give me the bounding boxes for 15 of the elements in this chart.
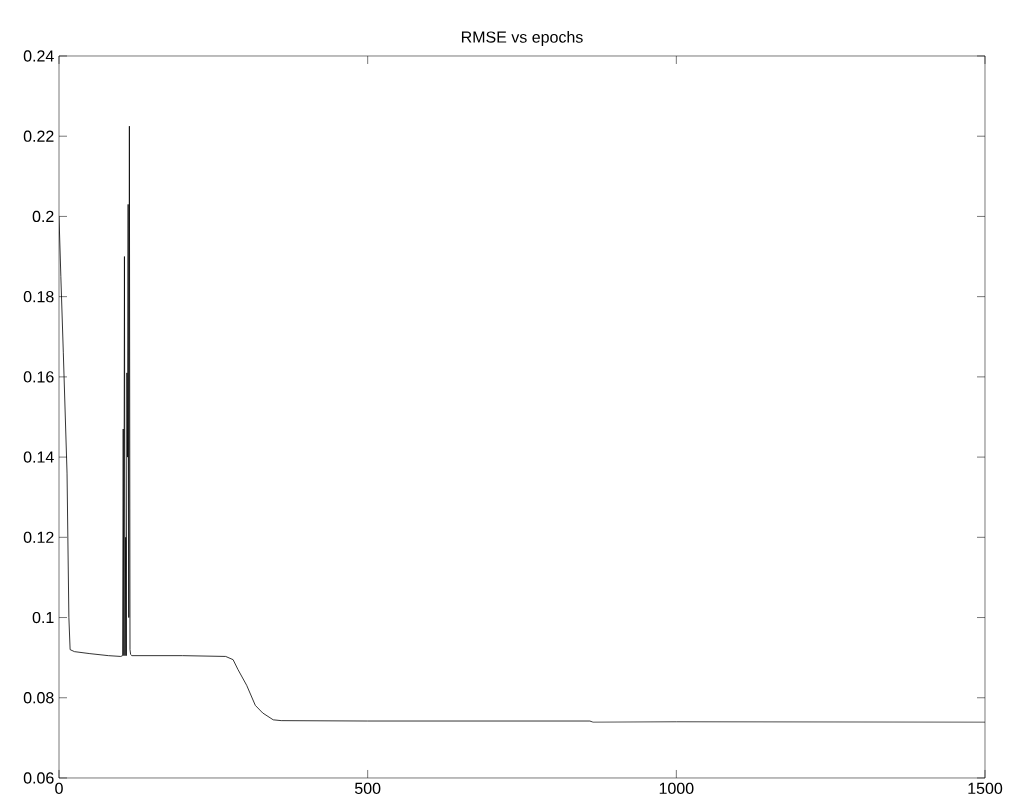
y-tick-label: 0.24 — [23, 50, 54, 62]
x-tick-label: 0 — [55, 782, 63, 795]
x-tick-label: 1500 — [968, 782, 1003, 795]
y-tick-label: 0.08 — [23, 692, 54, 704]
y-tick-label: 0.1 — [32, 611, 54, 624]
y-tick-label: 0.18 — [23, 290, 54, 303]
y-tick-label: 0.16 — [23, 371, 54, 383]
y-tick-label: 0.22 — [23, 130, 54, 142]
chart-title: RMSE vs epochs — [461, 31, 583, 46]
y-tick-label: 0.14 — [23, 451, 54, 463]
y-tick-label: 0.12 — [23, 531, 54, 543]
y-tick-label: 0.06 — [23, 772, 54, 784]
y-tick-label: 0.2 — [32, 210, 54, 223]
x-tick-label: 1000 — [659, 782, 694, 795]
x-tick-label: 500 — [354, 782, 381, 795]
